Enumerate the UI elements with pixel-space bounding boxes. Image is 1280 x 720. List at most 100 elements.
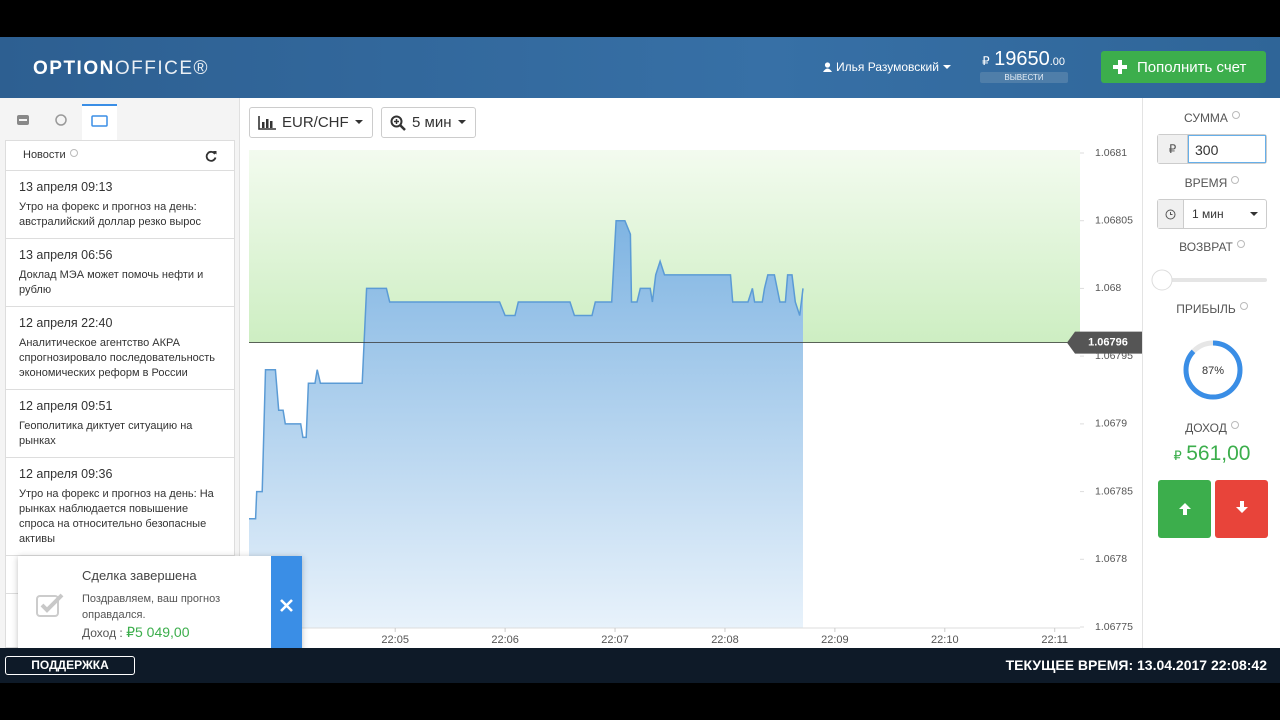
notification-title: Сделка завершена [82,568,197,583]
current-price-marker [1067,331,1142,354]
notification-income-label: Доход : [82,626,123,640]
time-select[interactable]: 1 мин [1184,200,1266,228]
notification-income-value: ₽5 049,00 [126,624,190,640]
profit-label-row: ПРИБЫЛЬ [1143,302,1280,316]
return-slider[interactable] [1143,266,1280,294]
clock-box [1158,200,1184,228]
notification-text: Поздравляем, ваш прогноз оправдался. [82,593,221,621]
income-label-row: ДОХОД [1143,421,1280,435]
withdraw-button[interactable]: ВЫВЕСТИ [980,72,1068,83]
return-label-row: ВОЗВРАТ [1143,240,1280,254]
slider-knob[interactable] [1151,269,1173,291]
down-arrow [1236,501,1248,513]
news-item[interactable]: 13 апреля 06:56 Доклад МЭА может помочь н… [6,239,234,307]
news-text: Утро на форекс и прогноз на день: На рын… [19,488,214,545]
deposit-label: Пополнить счет [1137,58,1247,76]
news-item[interactable]: 12 апреля 09:51 Геополитика диктует ситуа… [6,390,234,458]
current-price-label: 1.06796 [1088,337,1128,349]
refresh-icon[interactable] [205,150,217,162]
x-tick-label: 22:09 [821,634,849,646]
close-icon [280,599,293,612]
help-icon[interactable] [1231,176,1240,184]
user-menu[interactable]: Илья Разумовский [823,60,951,74]
news-date: 12 апреля 09:36 [19,467,113,481]
y-tick-label: 1.0678 [1095,553,1127,565]
profit-arc [1183,340,1243,400]
put-button[interactable] [1215,480,1268,538]
up-arrow [1179,503,1191,515]
zoom-icon [390,115,406,131]
news-date: 12 апреля 09:51 [19,399,113,413]
support-button[interactable]: ПОДДЕРЖКА [5,656,135,675]
income-value: 561,00 [1186,442,1251,465]
footer: ПОДДЕРЖКА ТЕКУЩЕЕ ВРЕМЯ: 13.04.2017 22:0… [0,648,1280,683]
call-button[interactable] [1158,480,1211,538]
profit-value: 87% [1202,365,1224,377]
timeframe-selector[interactable]: 5 мин [381,107,476,138]
x-tick-label: 22:10 [931,634,959,646]
y-tick-label: 1.06775 [1095,621,1133,633]
trade-panel: СУММА ₽ 300 ВРЕМЯ 1 мин ВОЗВРАТ ПРИБЫЛЬ … [1142,98,1280,648]
news-text: Доклад МЭА может помочь нефти и рублю [19,269,204,296]
income-label: ДОХОД [1185,421,1227,435]
chart: 22:05 22:06 22:07 22:08 22:09 22:10 22:11 1.068… [249,147,1142,646]
amount-label: СУММА [1184,111,1228,125]
deposit-button[interactable]: Пополнить счет [1101,51,1266,83]
active-tab[interactable] [82,104,117,140]
history-icon[interactable] [55,114,67,126]
news-item[interactable]: 12 апреля 09:36 Утро на форекс и прогноз … [6,458,234,556]
plus-icon [1113,60,1127,74]
logo-bold: OPTION [33,58,115,79]
amount-currency: ₽ [1158,135,1188,163]
time-label: ВРЕМЯ [1184,176,1228,190]
time-field[interactable]: 1 мин [1157,199,1267,229]
x-tick-label: 22:08 [711,634,739,646]
news-date: 13 апреля 06:56 [19,248,113,262]
current-time: ТЕКУЩЕЕ ВРЕМЯ: 13.04.2017 22:08:42 [1005,657,1267,673]
amount-label-row: СУММА [1143,111,1280,125]
help-icon[interactable] [1230,421,1239,429]
amount-input[interactable]: 300 [1188,135,1266,163]
balance-cents: .00 [1049,56,1066,68]
profit-label: ПРИБЫЛЬ [1176,302,1236,316]
news-icon [91,115,108,127]
slider-track [1161,278,1267,282]
y-tick-label: 1.068 [1095,282,1121,294]
time-value: 1 мин [1192,207,1224,221]
news-text: Геополитика диктует ситуацию на рынках [19,420,193,447]
amount-field: ₽ 300 [1157,134,1267,164]
x-tick-label: 22:06 [491,634,519,646]
x-tick-label: 22:11 [1041,634,1068,646]
news-text: Аналитическое агентство АКРА спрогнозиро… [19,337,216,379]
notification: Сделка завершена Поздравляем, ваш прогно… [18,556,302,656]
news-date: 12 апреля 22:40 [19,316,113,330]
news-item[interactable]: 13 апреля 09:13 Утро на форекс и прогноз … [6,171,234,239]
user-name: Илья Разумовский [836,60,939,74]
y-tick-label: 1.0681 [1095,147,1127,159]
news-item[interactable]: 12 апреля 22:40 Аналитическое агентство А… [6,307,234,390]
x-tick-label: 22:05 [381,634,409,646]
pair-selector[interactable]: EUR/CHF [249,107,373,138]
caret [457,120,466,124]
clock-icon [1165,209,1176,219]
news-text: Утро на форекс и прогноз на день: австра… [19,201,202,228]
help-icon[interactable] [1239,302,1248,310]
balance-whole: 19650 [994,48,1050,70]
close-button[interactable] [271,556,302,656]
news-date: 13 апреля 09:13 [19,180,113,194]
balance: ₽ 19650.00 [982,48,1065,71]
help-icon[interactable] [1236,240,1245,248]
y-tick-label: 1.0679 [1095,418,1127,430]
caret [1250,212,1258,216]
news-header: Новости [6,141,234,171]
logo[interactable]: OPTIONOFFICE® [33,58,209,80]
help-icon[interactable] [1231,111,1240,119]
tab-icon-detail [19,119,27,121]
check-icon [36,593,64,617]
income-currency: ₽ [1173,448,1182,463]
help-icon[interactable] [69,149,78,157]
price-area [249,220,803,628]
price-line [249,219,804,520]
news-title: Новости [23,149,66,161]
